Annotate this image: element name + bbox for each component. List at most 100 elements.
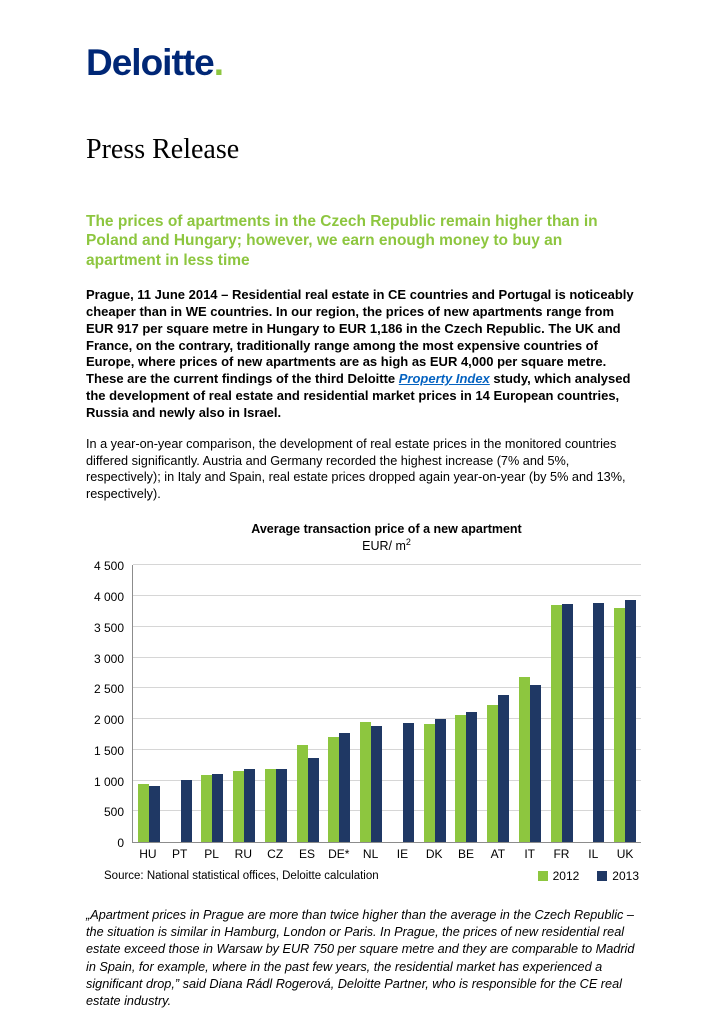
y-tick-label: 2 500 bbox=[93, 682, 124, 697]
bar-CZ-2013 bbox=[275, 769, 287, 843]
legend-item-2013: 2013 bbox=[597, 869, 639, 883]
bar-FR-2012 bbox=[550, 604, 562, 843]
article-headline: The prices of apartments in the Czech Re… bbox=[86, 212, 598, 269]
bar-group-AT bbox=[482, 695, 514, 843]
gridline bbox=[133, 564, 641, 566]
x-axis: HU PT PL RU CZ ES DE* NL IE DK BE AT IT FR IL UK bbox=[132, 847, 641, 861]
bar-group-CZ bbox=[260, 768, 292, 843]
x-tick-PL: PL bbox=[204, 847, 219, 862]
bar-group-DK bbox=[419, 719, 451, 843]
body-paragraph: In a year-on-year comparison, the develo… bbox=[86, 437, 626, 501]
bar-group-IT bbox=[514, 676, 546, 843]
lead-paragraph: Prague, 11 June 2014 – Residential real … bbox=[86, 287, 641, 422]
chart-unit-label: EUR/ m2 bbox=[86, 537, 641, 553]
gridline bbox=[133, 656, 641, 658]
legend-item-2012: 2012 bbox=[537, 869, 579, 883]
bar-DE-2012 bbox=[328, 737, 340, 843]
bar-PL-2012 bbox=[201, 774, 213, 843]
bar-group-ES bbox=[292, 744, 324, 843]
bar-IT-2013 bbox=[529, 685, 541, 843]
bar-AT-2012 bbox=[487, 704, 499, 843]
bar-BE-2013 bbox=[466, 712, 478, 843]
bar-RU-2012 bbox=[233, 771, 245, 843]
x-tick-FR: FR bbox=[553, 847, 570, 862]
bar-IE-2013 bbox=[402, 723, 414, 843]
x-tick-UK: UK bbox=[616, 847, 634, 862]
legend-swatch-2012 bbox=[537, 871, 548, 882]
lead-text-before-link: Prague, 11 June 2014 – Residential real … bbox=[86, 286, 634, 387]
bar-group-FR bbox=[546, 603, 578, 843]
bar-PL-2013 bbox=[212, 774, 224, 843]
x-tick-NL: NL bbox=[362, 847, 379, 862]
y-tick-label: 3 000 bbox=[93, 651, 124, 666]
chart-unit-superscript: 2 bbox=[405, 537, 411, 548]
y-tick-label: 0 bbox=[117, 836, 124, 851]
x-tick-IL: IL bbox=[588, 847, 599, 862]
page-title: Press Release bbox=[86, 134, 240, 165]
gridline bbox=[133, 810, 641, 812]
x-tick-ES: ES bbox=[298, 847, 315, 862]
bar-ES-2012 bbox=[296, 744, 308, 843]
bar-ES-2013 bbox=[307, 758, 319, 843]
gridline bbox=[133, 687, 641, 689]
bar-DK-2013 bbox=[434, 719, 446, 843]
bars bbox=[133, 565, 641, 843]
bar-PT-2013 bbox=[180, 780, 192, 843]
gridline bbox=[133, 748, 641, 750]
bar-RU-2013 bbox=[244, 769, 256, 843]
bar-DE-2013 bbox=[339, 732, 351, 843]
y-tick-label: 1 500 bbox=[93, 743, 124, 758]
chart-body: 0 500 1 000 1 500 2 000 2 500 3 000 3 500 4 000 4… bbox=[86, 560, 641, 849]
lead-text-after-link: study, which analysed the development of… bbox=[86, 371, 631, 421]
logo-text: Deloitte bbox=[86, 42, 215, 83]
chart: Average transaction price of a new apart… bbox=[86, 522, 641, 883]
legend: 2012 2013 bbox=[537, 869, 639, 883]
bar-FR-2013 bbox=[561, 603, 573, 843]
y-tick-label: 4 500 bbox=[93, 559, 124, 574]
bar-group-PT bbox=[165, 780, 197, 843]
gridline bbox=[133, 594, 641, 596]
property-index-link[interactable]: Property Index bbox=[398, 371, 490, 387]
y-axis: 0 500 1 000 1 500 2 000 2 500 3 000 3 500 4 000 4… bbox=[86, 560, 132, 849]
bar-DK-2012 bbox=[423, 724, 435, 843]
source-note: Source: National statistical offices, De… bbox=[104, 870, 379, 883]
x-tick-DK: DK bbox=[425, 847, 443, 862]
legend-swatch-2013 bbox=[597, 871, 608, 882]
x-tick-AT: AT bbox=[490, 847, 506, 862]
bar-HU-2012 bbox=[137, 783, 149, 843]
plot-area bbox=[132, 564, 641, 844]
x-tick-DE: DE* bbox=[328, 847, 350, 862]
y-tick-label: 1 000 bbox=[93, 774, 124, 789]
bar-IL-2013 bbox=[593, 603, 605, 843]
bar-group-PL bbox=[197, 774, 229, 843]
logo-green-dot: . bbox=[213, 42, 224, 83]
x-tick-RU: RU bbox=[234, 847, 253, 862]
x-tick-IE: IE bbox=[396, 847, 409, 862]
quote-paragraph: „Apartment prices in Prague are more tha… bbox=[86, 908, 635, 1008]
y-tick-label: 3 500 bbox=[93, 620, 124, 635]
gridline bbox=[133, 779, 641, 781]
gridline bbox=[133, 718, 641, 720]
bar-NL-2012 bbox=[360, 722, 372, 843]
bar-group-HU bbox=[133, 783, 165, 843]
chart-footer: Source: National statistical offices, De… bbox=[86, 869, 641, 883]
x-tick-CZ: CZ bbox=[267, 847, 284, 862]
y-tick-label: 500 bbox=[103, 805, 124, 820]
bar-group-IE bbox=[387, 723, 419, 843]
bar-group-DE bbox=[324, 732, 356, 843]
legend-label: 2013 bbox=[612, 869, 639, 884]
bar-UK-2013 bbox=[625, 600, 637, 843]
x-tick-BE: BE bbox=[458, 847, 475, 862]
x-tick-PT: PT bbox=[172, 847, 188, 862]
bar-BE-2012 bbox=[455, 715, 467, 843]
bar-group-UK bbox=[609, 600, 641, 843]
gridline bbox=[133, 625, 641, 627]
bar-group-IL bbox=[578, 603, 610, 843]
bar-group-NL bbox=[355, 722, 387, 843]
bar-group-RU bbox=[228, 769, 260, 843]
y-tick-label: 2 000 bbox=[93, 713, 124, 728]
chart-unit-text: EUR/ m bbox=[362, 539, 406, 554]
x-tick-HU: HU bbox=[139, 847, 157, 862]
bar-UK-2012 bbox=[614, 608, 626, 843]
